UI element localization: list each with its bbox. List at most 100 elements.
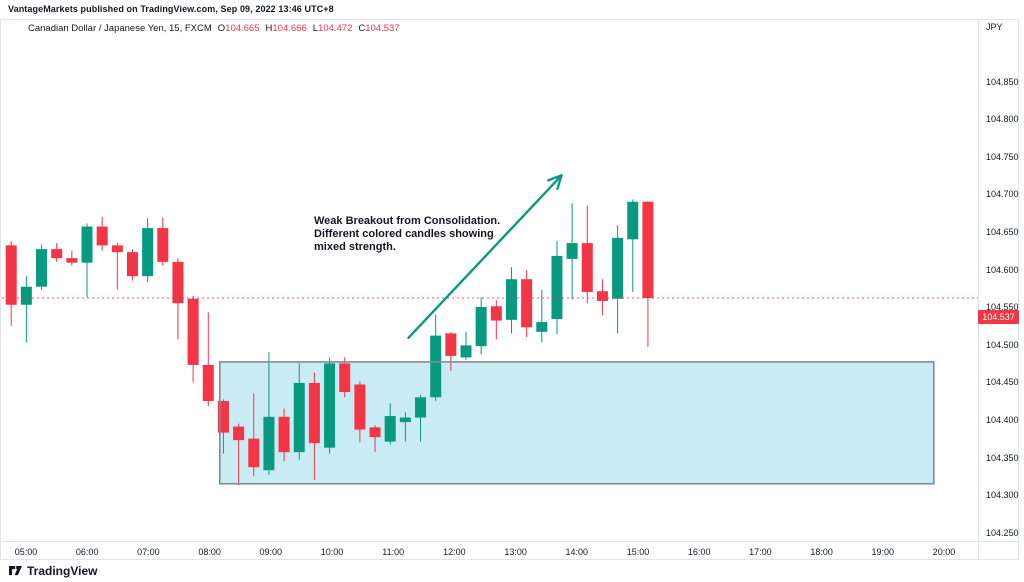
plot-area[interactable]: Canadian Dollar / Japanese Yen, 15, FXCM… <box>1 20 978 541</box>
candle-body <box>642 201 654 298</box>
tradingview-brand-text: TradingView <box>27 563 98 578</box>
price-tick-label: 104.500 <box>986 339 1019 350</box>
price-tick-label: 104.350 <box>986 452 1019 463</box>
chart-canvas[interactable] <box>1 20 978 541</box>
symbol-legend[interactable]: Canadian Dollar / Japanese Yen, 15, FXCM… <box>28 23 400 34</box>
candle-body <box>596 291 608 302</box>
time-tick-label: 09:00 <box>259 547 283 557</box>
candle-body <box>5 245 17 305</box>
candle-body <box>20 286 32 305</box>
candle-body <box>551 255 563 320</box>
time-tick-label: 18:00 <box>810 547 833 557</box>
candle-body <box>96 226 108 246</box>
chart-annotation-text: Weak Breakout from Consolidation. Differ… <box>314 215 500 254</box>
candle-body <box>490 306 502 321</box>
time-tick-label: 17:00 <box>749 547 772 557</box>
time-tick-label: 06:00 <box>75 547 99 557</box>
candle-body <box>581 243 593 292</box>
candle-body <box>308 382 320 444</box>
annotation-line-3: mixed strength. <box>314 241 396 253</box>
high-label: H <box>265 23 273 34</box>
currency-label: JPY <box>986 22 1003 32</box>
candle-body <box>384 416 396 442</box>
chart-container: Canadian Dollar / Japanese Yen, 15, FXCM… <box>0 19 1019 560</box>
time-tick-label: 11:00 <box>382 547 405 557</box>
candle-body <box>445 333 457 356</box>
candle-body <box>263 416 275 471</box>
price-tick-label: 104.700 <box>986 189 1019 200</box>
candle-body <box>157 228 169 262</box>
footer-brand[interactable]: TradingView <box>8 563 97 578</box>
price-axis[interactable]: JPY 104.850 104.800 104.750 104.700 104.650 1… <box>978 20 1019 541</box>
candle-body <box>339 363 351 392</box>
low-value: 104.472 <box>318 23 353 34</box>
time-tick-label: 19:00 <box>871 547 895 557</box>
annotation-line-2: Different colored candles showing <box>314 228 494 240</box>
candle-body <box>126 252 138 277</box>
candle-body <box>521 279 533 328</box>
candle-body <box>36 249 48 287</box>
candle-body <box>536 322 548 332</box>
time-tick-label: 08:00 <box>198 547 221 557</box>
time-tick-label: 10:00 <box>320 547 344 557</box>
candle-body <box>505 279 517 320</box>
open-value: 104.665 <box>225 23 260 34</box>
candle-body <box>187 298 199 365</box>
price-tick-label: 104.450 <box>986 377 1019 388</box>
breakout-arrow-line <box>407 174 563 340</box>
price-axis-separator <box>978 20 979 559</box>
low-label: L <box>312 23 319 34</box>
time-tick-label: 20:00 <box>932 547 956 557</box>
price-tick-label: 104.800 <box>986 114 1019 125</box>
candle-body <box>278 416 290 453</box>
candle-body <box>627 201 639 240</box>
tradingview-logo-icon <box>9 566 22 576</box>
candle-body <box>217 401 229 433</box>
candle-body <box>399 417 411 423</box>
price-tick-label: 104.850 <box>986 76 1019 87</box>
time-tick-label: 13:00 <box>504 547 527 557</box>
time-tick-label: 12:00 <box>443 547 466 557</box>
candle-body <box>460 345 472 358</box>
watermark-header: VantageMarkets published on TradingView.… <box>8 4 334 14</box>
candle-body <box>51 249 63 259</box>
candle-body <box>475 307 487 347</box>
candle-body <box>369 427 381 438</box>
breakout-arrow-head <box>547 174 563 191</box>
candle-body <box>248 438 260 468</box>
consolidation-box-border <box>219 361 935 485</box>
candle-body <box>202 364 214 402</box>
candle-body <box>415 397 427 418</box>
close-value: 104.537 <box>365 23 400 34</box>
price-tick-label: 104.550 <box>986 302 1019 313</box>
candle-body <box>142 228 154 277</box>
time-tick-label: 14:00 <box>565 547 589 557</box>
close-label: C <box>358 23 366 34</box>
time-tick-label: 16:00 <box>687 547 711 557</box>
annotation-line-1: Weak Breakout from Consolidation. <box>314 215 501 227</box>
candle-body <box>111 245 123 253</box>
candle-body <box>293 382 305 453</box>
time-axis[interactable]: 05:00 06:00 07:00 08:00 09:00 10:00 11:00 12:00… <box>1 542 978 560</box>
last-price-tag: 104.537 <box>978 310 1019 324</box>
candle-body <box>566 243 578 259</box>
candle-body <box>233 426 245 441</box>
symbol-name: Canadian Dollar / Japanese Yen, 15, FXCM <box>28 23 212 34</box>
candle-body <box>172 261 184 304</box>
candle-body <box>324 363 336 448</box>
price-tick-label: 104.300 <box>986 490 1019 501</box>
price-tick-label: 104.400 <box>986 415 1019 426</box>
candle-body <box>430 335 442 398</box>
candle-body <box>612 237 624 299</box>
time-tick-label: 15:00 <box>626 547 650 557</box>
time-tick-label: 05:00 <box>14 547 38 557</box>
consolidation-box-fill <box>219 361 934 484</box>
candle-body <box>354 384 366 430</box>
price-tick-label: 104.750 <box>986 151 1019 162</box>
high-value: 104.666 <box>272 23 307 34</box>
time-axis-separator <box>1 541 1018 542</box>
price-tick-label: 104.600 <box>986 264 1019 275</box>
open-label: O <box>217 23 226 34</box>
candle-body <box>66 258 78 263</box>
